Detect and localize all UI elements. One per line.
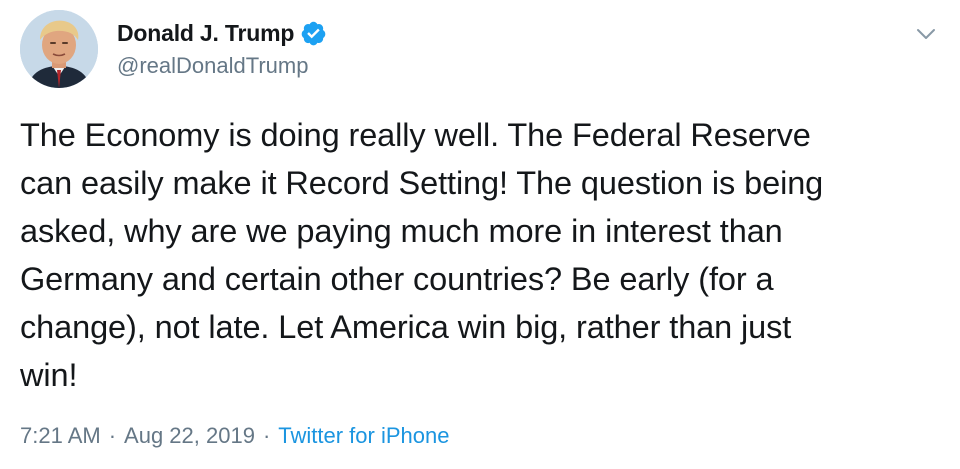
tweet-time[interactable]: 7:21 AM — [20, 423, 101, 448]
display-name[interactable]: Donald J. Trump — [117, 19, 295, 46]
avatar[interactable] — [20, 10, 98, 88]
avatar-portrait-icon — [20, 10, 98, 88]
meta-separator: · — [108, 423, 117, 448]
tweet-meta: 7:21 AM · Aug 22, 2019 · Twitter for iPh… — [20, 423, 449, 449]
tweet-date[interactable]: Aug 22, 2019 — [124, 423, 255, 448]
tweet-header: Donald J. Trump @realDonaldTrump — [117, 18, 327, 79]
meta-separator: · — [262, 423, 271, 448]
name-row: Donald J. Trump — [117, 18, 327, 48]
chevron-down-icon — [917, 29, 935, 39]
user-handle[interactable]: @realDonaldTrump — [117, 53, 309, 78]
tweet-source-link[interactable]: Twitter for iPhone — [278, 423, 450, 448]
verified-badge-icon — [300, 20, 327, 47]
tweet-text: The Economy is doing really well. The Fe… — [20, 117, 824, 393]
tweet-menu-button[interactable] — [914, 22, 938, 46]
